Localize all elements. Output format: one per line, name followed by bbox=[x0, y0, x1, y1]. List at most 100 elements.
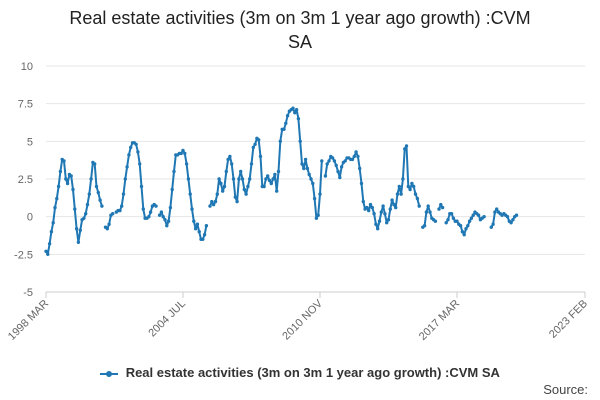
data-point[interactable] bbox=[455, 219, 459, 223]
data-point[interactable] bbox=[458, 224, 463, 228]
data-point[interactable] bbox=[228, 154, 232, 159]
data-point[interactable] bbox=[118, 208, 122, 213]
data-point[interactable] bbox=[449, 212, 454, 216]
data-point[interactable] bbox=[120, 204, 124, 208]
data-point[interactable] bbox=[93, 162, 97, 166]
data-point[interactable] bbox=[350, 157, 355, 162]
data-point[interactable] bbox=[505, 215, 510, 219]
data-point[interactable] bbox=[332, 159, 337, 163]
data-point[interactable] bbox=[437, 207, 441, 211]
data-point[interactable] bbox=[125, 165, 129, 169]
data-point[interactable] bbox=[138, 162, 142, 166]
data-point[interactable] bbox=[514, 213, 519, 217]
data-point[interactable] bbox=[462, 233, 466, 237]
data-point[interactable] bbox=[379, 210, 383, 214]
data-point[interactable] bbox=[195, 222, 200, 226]
data-point[interactable] bbox=[410, 181, 414, 186]
data-point[interactable] bbox=[386, 218, 391, 222]
data-point[interactable] bbox=[397, 184, 401, 189]
data-point[interactable] bbox=[226, 157, 230, 162]
data-point[interactable] bbox=[242, 187, 246, 192]
data-point[interactable] bbox=[136, 150, 140, 154]
data-point[interactable] bbox=[330, 156, 335, 160]
data-point[interactable] bbox=[395, 192, 400, 196]
data-point[interactable] bbox=[64, 177, 68, 181]
data-point[interactable] bbox=[197, 230, 201, 234]
data-point[interactable] bbox=[273, 172, 277, 177]
data-point[interactable] bbox=[352, 154, 356, 159]
data-point[interactable] bbox=[163, 218, 167, 222]
data-point[interactable] bbox=[464, 227, 468, 231]
data-point[interactable] bbox=[240, 177, 245, 181]
data-point[interactable] bbox=[46, 252, 50, 256]
data-point[interactable] bbox=[266, 174, 270, 178]
data-point[interactable] bbox=[208, 204, 212, 208]
data-point[interactable] bbox=[399, 192, 403, 196]
data-point[interactable] bbox=[417, 204, 421, 208]
data-point[interactable] bbox=[327, 159, 331, 163]
data-point[interactable] bbox=[121, 192, 126, 196]
data-point[interactable] bbox=[466, 224, 470, 228]
data-point[interactable] bbox=[298, 139, 302, 143]
data-point[interactable] bbox=[376, 227, 380, 231]
data-point[interactable] bbox=[314, 216, 319, 220]
data-point[interactable] bbox=[343, 159, 347, 163]
data-point[interactable] bbox=[305, 166, 310, 171]
data-point[interactable] bbox=[377, 219, 382, 223]
data-point[interactable] bbox=[51, 221, 55, 225]
data-point[interactable] bbox=[408, 187, 412, 192]
data-point[interactable] bbox=[403, 147, 407, 151]
data-point[interactable] bbox=[471, 213, 475, 217]
data-point[interactable] bbox=[166, 219, 171, 223]
data-point[interactable] bbox=[285, 114, 290, 118]
data-point[interactable] bbox=[372, 212, 376, 216]
data-point[interactable] bbox=[159, 210, 164, 214]
data-point[interactable] bbox=[365, 205, 369, 210]
data-point[interactable] bbox=[412, 184, 416, 189]
data-point[interactable] bbox=[184, 162, 189, 166]
data-point[interactable] bbox=[129, 145, 133, 150]
data-point[interactable] bbox=[96, 190, 101, 195]
data-point[interactable] bbox=[401, 177, 405, 181]
data-point[interactable] bbox=[157, 213, 162, 217]
data-point[interactable] bbox=[217, 177, 221, 181]
data-point[interactable] bbox=[491, 222, 495, 226]
data-point[interactable] bbox=[296, 117, 301, 121]
data-point[interactable] bbox=[139, 184, 144, 189]
data-point[interactable] bbox=[493, 210, 497, 214]
data-point[interactable] bbox=[186, 177, 191, 181]
data-point[interactable] bbox=[385, 221, 389, 225]
data-point[interactable] bbox=[215, 192, 219, 196]
data-point[interactable] bbox=[433, 219, 438, 223]
data-point[interactable] bbox=[98, 198, 102, 202]
data-point[interactable] bbox=[318, 192, 322, 196]
data-point[interactable] bbox=[211, 202, 216, 207]
data-point[interactable] bbox=[338, 175, 342, 180]
data-point[interactable] bbox=[231, 177, 236, 181]
data-point[interactable] bbox=[74, 227, 79, 231]
data-point[interactable] bbox=[303, 157, 308, 162]
data-point[interactable] bbox=[179, 151, 183, 156]
data-point[interactable] bbox=[188, 192, 192, 196]
data-point[interactable] bbox=[309, 177, 313, 181]
data-point[interactable] bbox=[55, 196, 59, 201]
data-point[interactable] bbox=[482, 215, 486, 219]
data-point[interactable] bbox=[221, 189, 225, 193]
data-point[interactable] bbox=[49, 230, 54, 234]
data-point[interactable] bbox=[388, 207, 392, 211]
data-point[interactable] bbox=[426, 204, 430, 208]
data-point[interactable] bbox=[127, 153, 131, 157]
data-point[interactable] bbox=[222, 184, 227, 189]
data-point[interactable] bbox=[415, 196, 420, 201]
data-point[interactable] bbox=[394, 205, 398, 210]
data-point[interactable] bbox=[511, 218, 515, 222]
data-point[interactable] bbox=[213, 199, 218, 204]
data-point[interactable] bbox=[339, 165, 344, 169]
data-point[interactable] bbox=[100, 204, 104, 208]
data-point[interactable] bbox=[165, 224, 169, 228]
data-point[interactable] bbox=[71, 187, 75, 192]
data-point[interactable] bbox=[172, 169, 176, 174]
data-point[interactable] bbox=[440, 205, 445, 210]
data-point[interactable] bbox=[219, 181, 223, 186]
data-point[interactable] bbox=[424, 210, 429, 214]
